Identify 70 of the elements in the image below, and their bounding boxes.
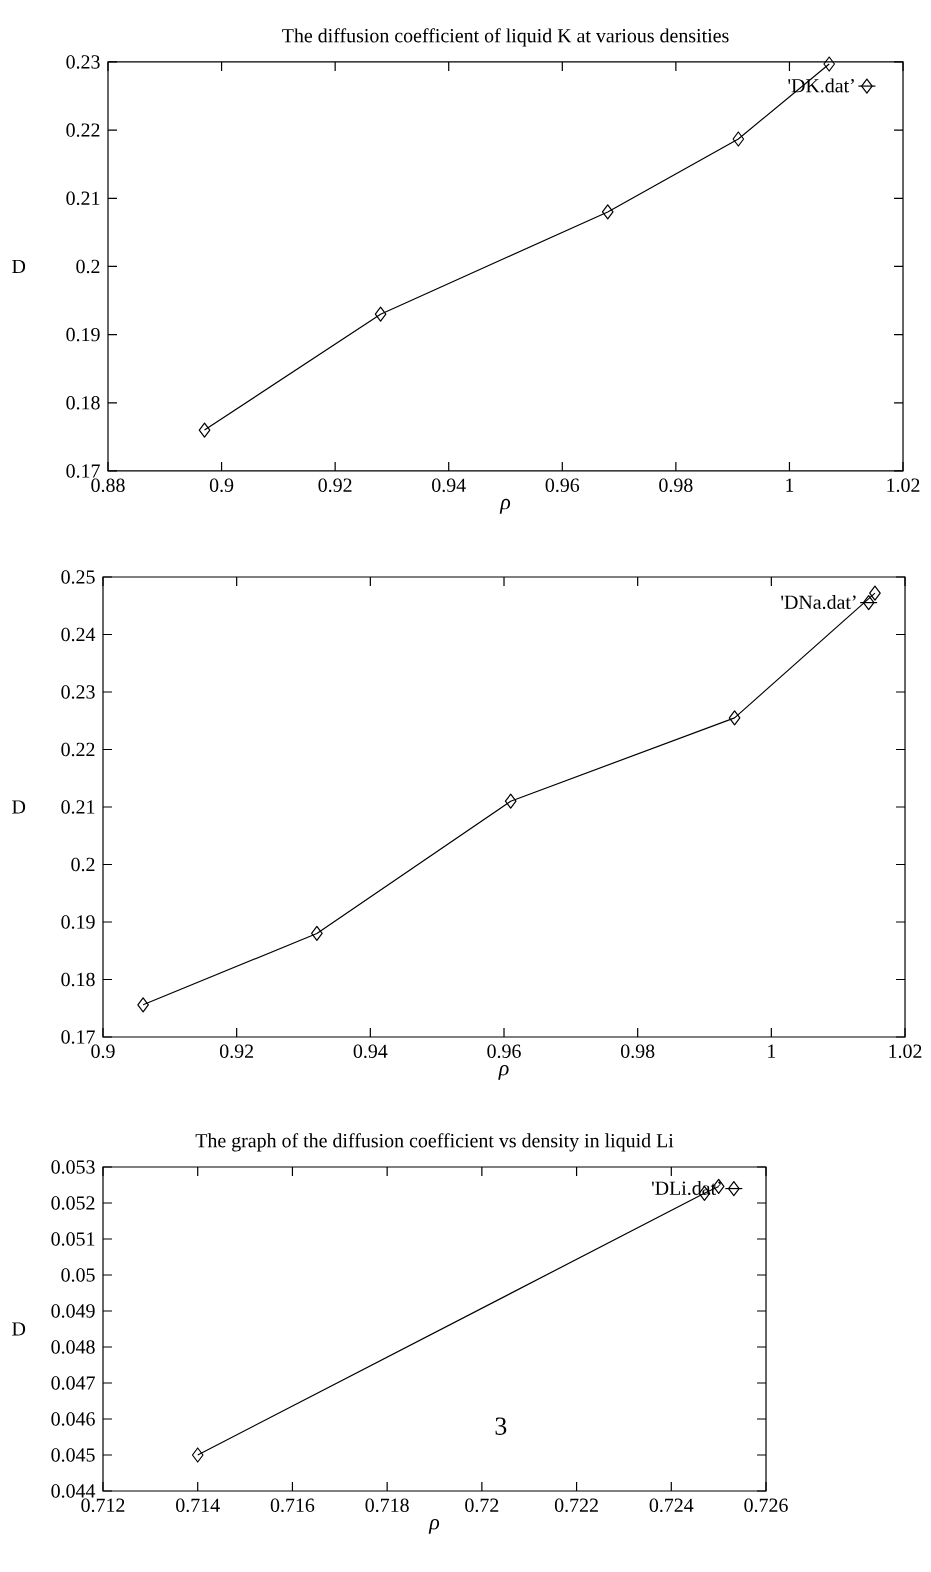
y-tick-label: 0.23 [66, 55, 100, 69]
y-tick-label: 0.2 [71, 857, 95, 872]
x-tick-label: 0.716 [270, 1498, 315, 1513]
point [198, 422, 211, 438]
x-tick-label: 0.714 [176, 1498, 220, 1513]
y-tick-label: 0.049 [51, 1304, 95, 1318]
x-tick-label: 0.726 [744, 1498, 788, 1513]
y-tick-label: 0.2 [76, 259, 100, 274]
y-tick-label: 0.19 [61, 915, 95, 929]
legend-label: 'DNa.dat’ [781, 594, 856, 610]
point [728, 710, 741, 726]
x-axis-title: ρ [498, 1064, 509, 1080]
point [374, 306, 387, 322]
x-tick-label: 0.712 [81, 1498, 125, 1513]
y-tick-label: 0.19 [66, 327, 100, 342]
y-tick-label: 0.21 [66, 191, 100, 206]
y-tick-label: 0.046 [51, 1412, 95, 1426]
point [504, 793, 517, 809]
point [601, 204, 614, 220]
x-tick-label: 0.722 [554, 1498, 598, 1513]
y-axis-title: D [12, 259, 26, 273]
y-tick-label: 0.051 [51, 1232, 95, 1246]
point [823, 56, 836, 72]
y-tick-label: 0.045 [51, 1448, 95, 1462]
annotation: 3 [495, 1417, 507, 1435]
point [732, 131, 745, 147]
y-tick-label: 0.17 [66, 464, 100, 478]
x-tick-label: 0.98 [659, 478, 693, 493]
x-tick-label: 0.88 [91, 478, 125, 493]
y-tick-label: 0.22 [61, 742, 95, 757]
y-tick-label: 0.22 [66, 123, 100, 137]
y-tick-label: 0.17 [61, 1030, 95, 1044]
x-tick-label: 0.724 [649, 1498, 694, 1513]
y-tick-label: 0.053 [51, 1160, 95, 1174]
y-tick-label: 0.21 [61, 800, 95, 814]
x-tick-label: 0.72 [465, 1498, 499, 1513]
y-tick-label: 0.23 [61, 685, 95, 699]
x-tick-label: 0.92 [318, 478, 352, 493]
y-axis-title: D [12, 1322, 26, 1336]
y-tick-label: 0.047 [51, 1376, 95, 1390]
x-tick-label: 0.718 [365, 1498, 409, 1513]
y-tick-label: 0.048 [51, 1340, 95, 1354]
x-tick-label: 0.9 [209, 478, 234, 493]
x-axis-title: ρ [499, 498, 511, 514]
chart-title: The graph of the diffusion coefficient vs density in liquid Li [195, 1133, 674, 1152]
y-tick-label: 0.052 [51, 1196, 95, 1210]
y-axis-title: D [12, 800, 26, 814]
point [311, 925, 323, 942]
y-tick-label: 0.05 [61, 1268, 95, 1282]
point [191, 1447, 204, 1463]
x-axis-title: ρ [428, 1518, 440, 1534]
y-tick-label: 0.25 [61, 570, 95, 584]
x-tick-label: 1.02 [887, 478, 920, 493]
y-tick-label: 0.18 [66, 396, 100, 410]
y-tick-label: 0.18 [61, 972, 95, 987]
x-tick-label: 0.9 [91, 1044, 115, 1059]
x-tick-label: 0.96 [545, 478, 580, 493]
x-tick-label: 0.94 [432, 478, 466, 493]
x-tick-label: 1 [768, 1044, 776, 1058]
x-tick-label: 1 [786, 478, 794, 492]
y-tick-label: 0.044 [51, 1484, 96, 1498]
x-tick-label: 0.92 [220, 1044, 253, 1059]
chart-title: The diffusion coefficient of liquid K at various densities [282, 28, 729, 47]
x-tick-label: 0.98 [621, 1044, 655, 1059]
x-tick-label: 1.02 [889, 1044, 922, 1059]
point [137, 997, 149, 1013]
y-tick-label: 0.24 [61, 627, 96, 642]
x-tick-label: 0.96 [487, 1044, 521, 1059]
x-tick-label: 0.94 [353, 1044, 388, 1059]
point [869, 585, 881, 601]
